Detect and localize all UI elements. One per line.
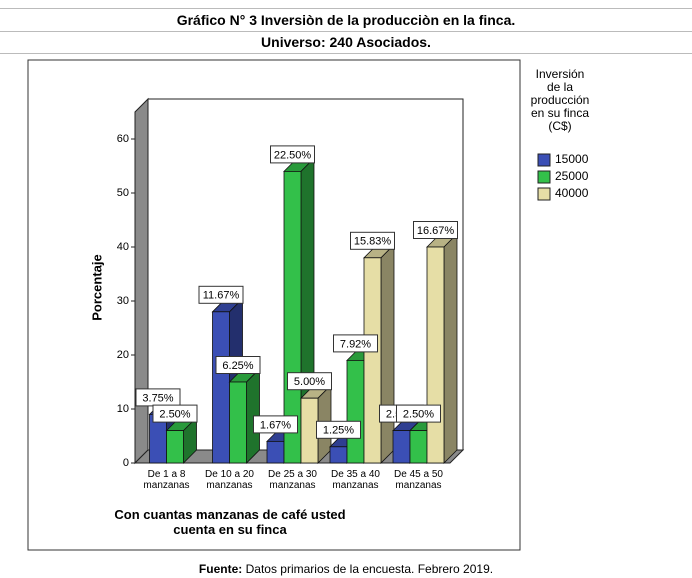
legend-label: 40000 bbox=[555, 186, 589, 200]
data-label: 22.50% bbox=[274, 149, 312, 161]
data-label: 1.25% bbox=[323, 425, 354, 437]
x-tick-label: De 35 a 40 manzanas bbox=[331, 469, 380, 491]
y-axis-title: Porcentaje bbox=[89, 254, 104, 320]
legend-label: 15000 bbox=[555, 152, 589, 166]
bar-front bbox=[392, 430, 411, 464]
data-label: 2.50% bbox=[159, 409, 190, 421]
bar-side bbox=[380, 243, 395, 464]
legend-swatch bbox=[537, 153, 551, 167]
y-tick-label: 0 bbox=[123, 457, 129, 469]
chart-title: Gráfico N° 3 Inversiòn de la producciòn … bbox=[0, 8, 692, 32]
data-label: 2.50% bbox=[403, 409, 434, 421]
data-label-box bbox=[316, 420, 361, 439]
x-tick-label: De 25 a 30 manzanas bbox=[268, 469, 317, 491]
bar-front bbox=[300, 397, 319, 464]
bar-front bbox=[363, 257, 382, 464]
x-axis-title: Con cuantas manzanas de café usted cuent… bbox=[114, 507, 346, 537]
bar-front bbox=[426, 246, 445, 464]
data-label-box bbox=[350, 231, 395, 250]
y-tick-label: 50 bbox=[117, 187, 129, 199]
chart-frame bbox=[27, 59, 521, 551]
bar-front bbox=[229, 381, 247, 464]
data-label-box bbox=[215, 356, 261, 374]
bar bbox=[426, 233, 458, 464]
bar-front bbox=[212, 311, 230, 464]
x-tick-label: De 1 a 8 manzanas bbox=[143, 469, 190, 491]
bar-front bbox=[409, 430, 428, 464]
bar-front bbox=[266, 440, 285, 464]
x-tick-label: De 10 a 20 manzanas bbox=[205, 469, 254, 491]
source-text: Datos primarios de la encuesta. Febrero … bbox=[245, 562, 494, 576]
y-tick-label: 20 bbox=[117, 349, 129, 361]
legend-swatch bbox=[537, 170, 551, 184]
source-label: Fuente: bbox=[198, 562, 243, 576]
legend-label: 25000 bbox=[555, 169, 589, 183]
data-label: 1.67% bbox=[260, 419, 291, 431]
data-label: 11.67% bbox=[203, 290, 240, 302]
data-label: 15.83% bbox=[354, 236, 392, 248]
data-label-box bbox=[396, 404, 441, 423]
data-label: 6.25% bbox=[222, 360, 253, 372]
data-label: 16.67% bbox=[417, 225, 455, 237]
legend-swatch bbox=[537, 187, 551, 201]
chart-subtitle: Universo: 240 Asociados. bbox=[0, 31, 692, 54]
bar-side bbox=[443, 233, 458, 464]
data-label-box bbox=[287, 372, 332, 391]
data-label-box bbox=[152, 404, 198, 423]
bar-front bbox=[166, 430, 184, 464]
data-label: 7.92% bbox=[340, 338, 371, 350]
bar-front bbox=[346, 359, 365, 464]
legend-title: Inversión de la producción en su finca (… bbox=[530, 67, 590, 133]
y-tick-label: 40 bbox=[117, 241, 129, 253]
data-label-box bbox=[198, 285, 244, 304]
source: Fuente: Datos primarios de la encuesta. … bbox=[0, 562, 692, 576]
y-tick-label: 60 bbox=[117, 133, 129, 145]
data-label-box bbox=[413, 221, 458, 239]
data-label-box bbox=[253, 415, 298, 434]
data-label: 5.00% bbox=[294, 376, 325, 388]
data-label: 3.75% bbox=[142, 392, 173, 404]
data-label-box bbox=[270, 145, 315, 164]
left-wall bbox=[134, 97, 149, 465]
data-label-box bbox=[333, 334, 378, 353]
x-tick-label: De 45 a 50 manzanas bbox=[394, 469, 443, 491]
bar bbox=[363, 243, 395, 464]
bar-front bbox=[329, 446, 348, 464]
y-tick-label: 30 bbox=[117, 295, 129, 307]
y-tick-label: 10 bbox=[117, 403, 129, 415]
